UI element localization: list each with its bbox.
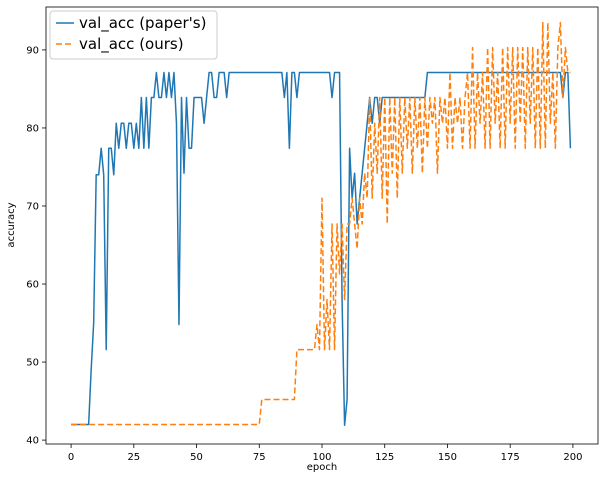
x-tick-label: 175	[501, 452, 520, 463]
x-tick-label: 100	[312, 452, 331, 463]
legend-frame	[49, 10, 218, 60]
x-tick-label: 200	[563, 452, 582, 463]
y-axis-label: accuracy	[6, 202, 17, 247]
series-layer	[71, 21, 572, 427]
x-tick-label: 125	[375, 452, 394, 463]
series-line-1	[71, 21, 571, 426]
axes-layer: 0 25 50 75 100 125 150 175 200 40 50 60 70 80 90	[26, 6, 599, 463]
x-tick-label: 150	[438, 452, 457, 463]
x-tick-label: 0	[68, 452, 74, 463]
x-axis-label: epoch	[307, 462, 337, 473]
x-tick-label: 25	[127, 452, 140, 463]
x-tick-label: 50	[190, 452, 203, 463]
legend-label-paper: val_acc (paper's)	[79, 14, 206, 33]
legend-label-ours: val_acc (ours)	[79, 35, 184, 54]
y-tick-label: 60	[26, 280, 39, 291]
y-tick-label: 80	[26, 123, 39, 134]
legend: val_acc (paper's) val_acc (ours)	[49, 10, 218, 60]
y-tick-label: 70	[26, 201, 39, 212]
y-tick-label: 90	[26, 45, 39, 56]
x-tick-label: 75	[253, 452, 266, 463]
y-tick-label: 50	[26, 358, 39, 369]
y-tick-label: 40	[26, 436, 39, 447]
